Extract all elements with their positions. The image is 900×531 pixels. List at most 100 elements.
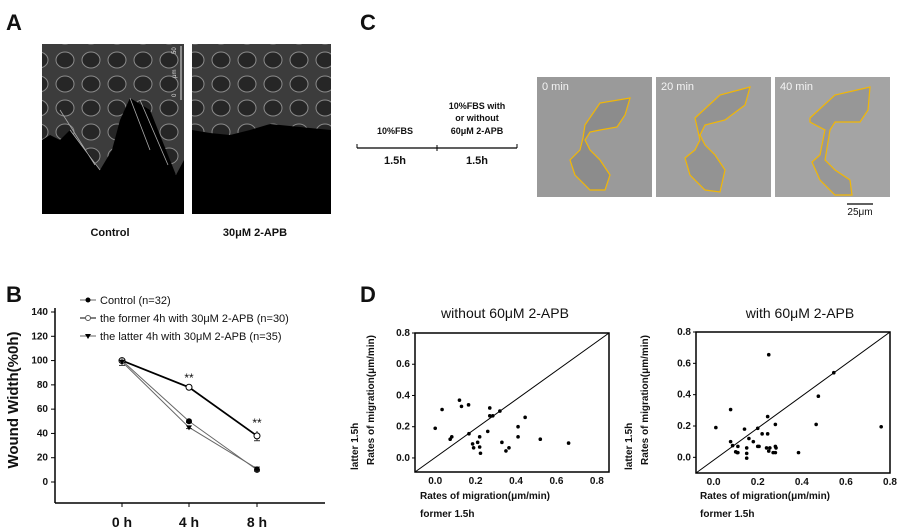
data-point [487,413,492,418]
y-tick-label: 0.8 [677,327,691,338]
data-point [831,370,836,375]
y-tick-label: 140 [31,307,48,318]
data-point [500,440,504,445]
micrograph-2apb [192,44,331,214]
x-tick-label: 0.8 [883,477,897,488]
data-point [766,449,771,453]
data-point [457,398,462,402]
data-point [487,406,492,410]
frame-40min: 40 min [775,77,890,197]
x-axis-label-line2: former 1.5h [420,509,474,520]
phase2-label-line2: or without [455,113,499,123]
y-axis-label-line1: Rates of migration(μm/min) [640,335,651,465]
data-point [766,352,771,357]
data-point [796,450,801,455]
scatter-without-2apb: without 60μM 2-APB Rates of migration(μm… [350,305,610,520]
x-tick-label: 0.8 [590,476,604,487]
data-point [485,429,490,434]
data-point [755,426,760,431]
data-point [186,418,192,425]
data-point [714,425,718,430]
data-point [185,383,193,391]
x-tick-label: 0.0 [428,476,442,487]
x-axis-label-line2: former 1.5h [700,509,754,520]
data-point [742,427,747,431]
legend-label: Control (n=32) [100,295,171,307]
y-tick-label: 40 [37,428,49,439]
data-point [747,436,751,441]
x-tick-label: 0.0 [707,477,721,488]
data-point [459,404,464,409]
phase2-label-line3: 60μM 2-APB [451,126,504,136]
y-tick-label: 0.2 [396,422,410,433]
x-tick-label: 0 h [112,514,132,530]
scale-bar-top: 50 [172,47,178,54]
x-tick-label: 8 h [247,514,267,530]
data-point [538,437,543,442]
y-tick-label: 20 [37,453,49,464]
identity-line [414,332,610,473]
data-point [736,450,740,455]
scale-bar-unit: μm [172,70,178,78]
panel-label-b: B [6,282,22,307]
plot-frame [414,332,610,473]
data-point [433,426,438,431]
data-point [773,422,778,427]
data-point [728,439,733,444]
timeline: 10%FBS 10%FBS with or without 60μM 2-APB… [356,101,518,167]
data-point [728,407,733,412]
scale-bar-bottom: 0 [172,93,178,97]
label-control: Control [90,227,129,239]
data-point [470,442,475,446]
data-point [507,445,511,450]
data-point [471,445,476,450]
phase2-label-line1: 10%FBS with [449,101,506,111]
y-tick-label: 0.0 [396,453,410,464]
data-point [744,451,749,456]
frame-0min: 0 min [537,77,652,197]
data-point [516,435,520,439]
data-point [744,446,749,450]
x-tick-label: 0.2 [469,476,483,487]
data-point [757,444,761,449]
x-tick-label: 0.2 [751,477,765,488]
data-point [477,435,482,439]
phase1-label: 10%FBS [377,126,413,136]
y-tick-label: 0.2 [677,421,691,432]
y-tick-label: 0.6 [677,358,691,369]
phase2-duration: 1.5h [466,155,488,167]
label-2apb: 30μM 2-APB [223,227,287,239]
x-tick-label: 4 h [179,514,199,530]
y-tick-label: 80 [37,380,49,391]
data-point [466,403,471,407]
data-point [816,394,821,399]
legend-label: the latter 4h with 30μM 2-APB (n=35) [100,331,282,343]
data-point [751,439,756,444]
y-tick-label: 0.8 [396,328,410,339]
data-point [566,441,571,445]
y-tick-label: 0 [42,477,48,488]
panel-label-d: D [360,282,376,307]
data-point [449,435,454,439]
x-tick-label: 0.4 [509,476,523,487]
plot-frame [695,331,891,474]
data-point [744,456,749,460]
data-point [768,446,772,450]
data-point [478,451,483,456]
data-point [253,432,261,440]
legend-label: the former 4h with 30μM 2-APB (n=30) [100,313,289,325]
frame-label: 40 min [780,81,813,93]
data-point [814,422,818,427]
data-point [736,444,740,449]
significance-marker: ** [252,416,262,430]
data-point [475,440,480,445]
wound-width-chart: Wound Width(%0h) 0 20 40 60 80 100 120 140 0 h 4 … [5,295,325,530]
micrograph-control: 50 μm 0 [42,44,184,214]
data-point [498,409,502,413]
data-point [516,424,520,429]
x-axis-label-line1: Rates of migration(μm/min) [700,491,830,502]
scale-bar-label: 25μm [847,207,872,218]
data-point [764,446,769,450]
legend-marker [85,334,91,339]
